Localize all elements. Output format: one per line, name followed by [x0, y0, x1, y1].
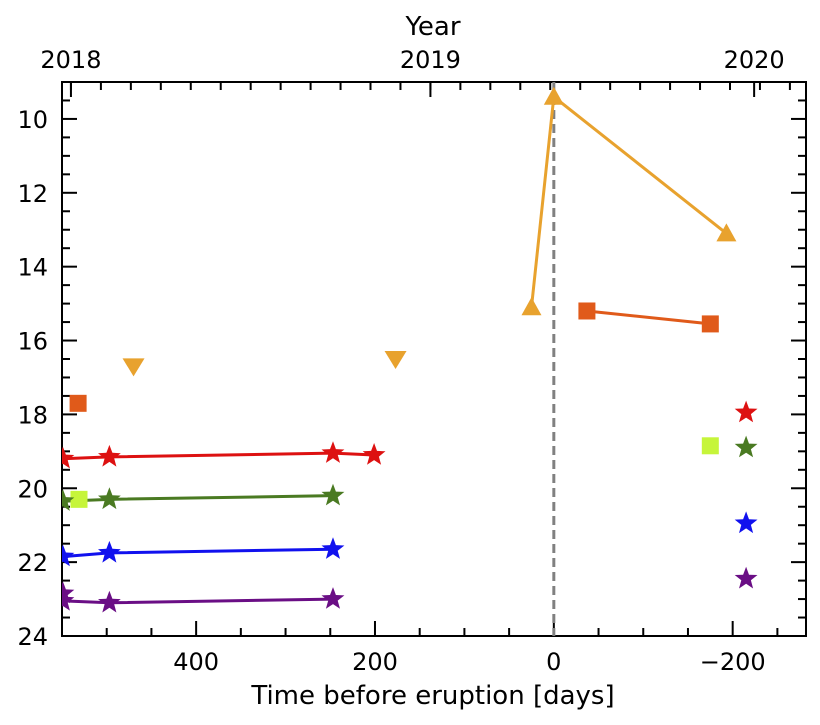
red-orange-square-marker — [578, 302, 596, 320]
x-tick-label: −200 — [700, 648, 766, 676]
top-tick-label: 2019 — [400, 46, 461, 74]
y-tick-label: 16 — [17, 328, 48, 356]
green-star-late-marker — [734, 435, 758, 458]
data-markers — [62, 86, 758, 613]
lime-square-marker — [70, 490, 88, 508]
green-star-marker — [98, 487, 121, 510]
x-axis-title: Time before eruption [days] — [250, 681, 614, 711]
top-axis-title: Year — [404, 12, 460, 42]
orange-triangle-up-marker — [521, 297, 542, 316]
blue-star-late-marker — [734, 511, 758, 534]
lime-square-marker — [701, 437, 719, 455]
orange-triangle-down-marker — [384, 351, 407, 369]
tick-labels: 10 12 14 16 18 20 22 24 400 200 0 −200 2018 2019 2020 — [17, 46, 784, 676]
red-orange-square-line — [586, 309, 711, 326]
blue-star-marker — [98, 540, 121, 563]
top-tick-label: 2018 — [40, 46, 101, 74]
red-orange-square-marker — [701, 315, 719, 333]
x-tick-label: 400 — [173, 648, 219, 676]
purple-star-late-marker — [734, 566, 758, 589]
y-tick-label: 18 — [17, 401, 48, 429]
blue-star-marker — [321, 537, 345, 559]
y-tick-label: 24 — [17, 623, 48, 651]
red-star-marker — [62, 446, 75, 469]
x-tick-label: 200 — [352, 648, 398, 676]
red-orange-square-early-marker — [69, 394, 87, 412]
purple-star-extra-marker — [62, 581, 75, 604]
green-star-marker — [62, 489, 75, 511]
orange-triangle-up-line — [529, 93, 728, 308]
purple-star-marker — [98, 590, 121, 613]
orange-triangle-up-marker — [543, 86, 564, 105]
y-tick-label: 20 — [17, 475, 48, 503]
y-tick-label: 22 — [17, 549, 48, 577]
red-star-late-marker — [734, 400, 758, 423]
red-star-marker — [321, 441, 345, 463]
purple-star-marker — [321, 587, 345, 609]
blue-star-marker — [62, 544, 75, 567]
y-tick-label: 14 — [17, 254, 48, 282]
green-star-marker — [321, 483, 345, 506]
y-tick-label: 10 — [17, 106, 48, 134]
red-star-line — [62, 451, 375, 461]
x-tick-label: 0 — [546, 648, 561, 676]
orange-triangle-up-marker — [716, 223, 737, 242]
orange-triangle-down-marker — [122, 358, 145, 377]
red-star-marker — [98, 444, 121, 467]
top-tick-label: 2020 — [724, 46, 785, 74]
y-tick-label: 12 — [17, 180, 48, 208]
red-star-marker — [362, 443, 386, 465]
